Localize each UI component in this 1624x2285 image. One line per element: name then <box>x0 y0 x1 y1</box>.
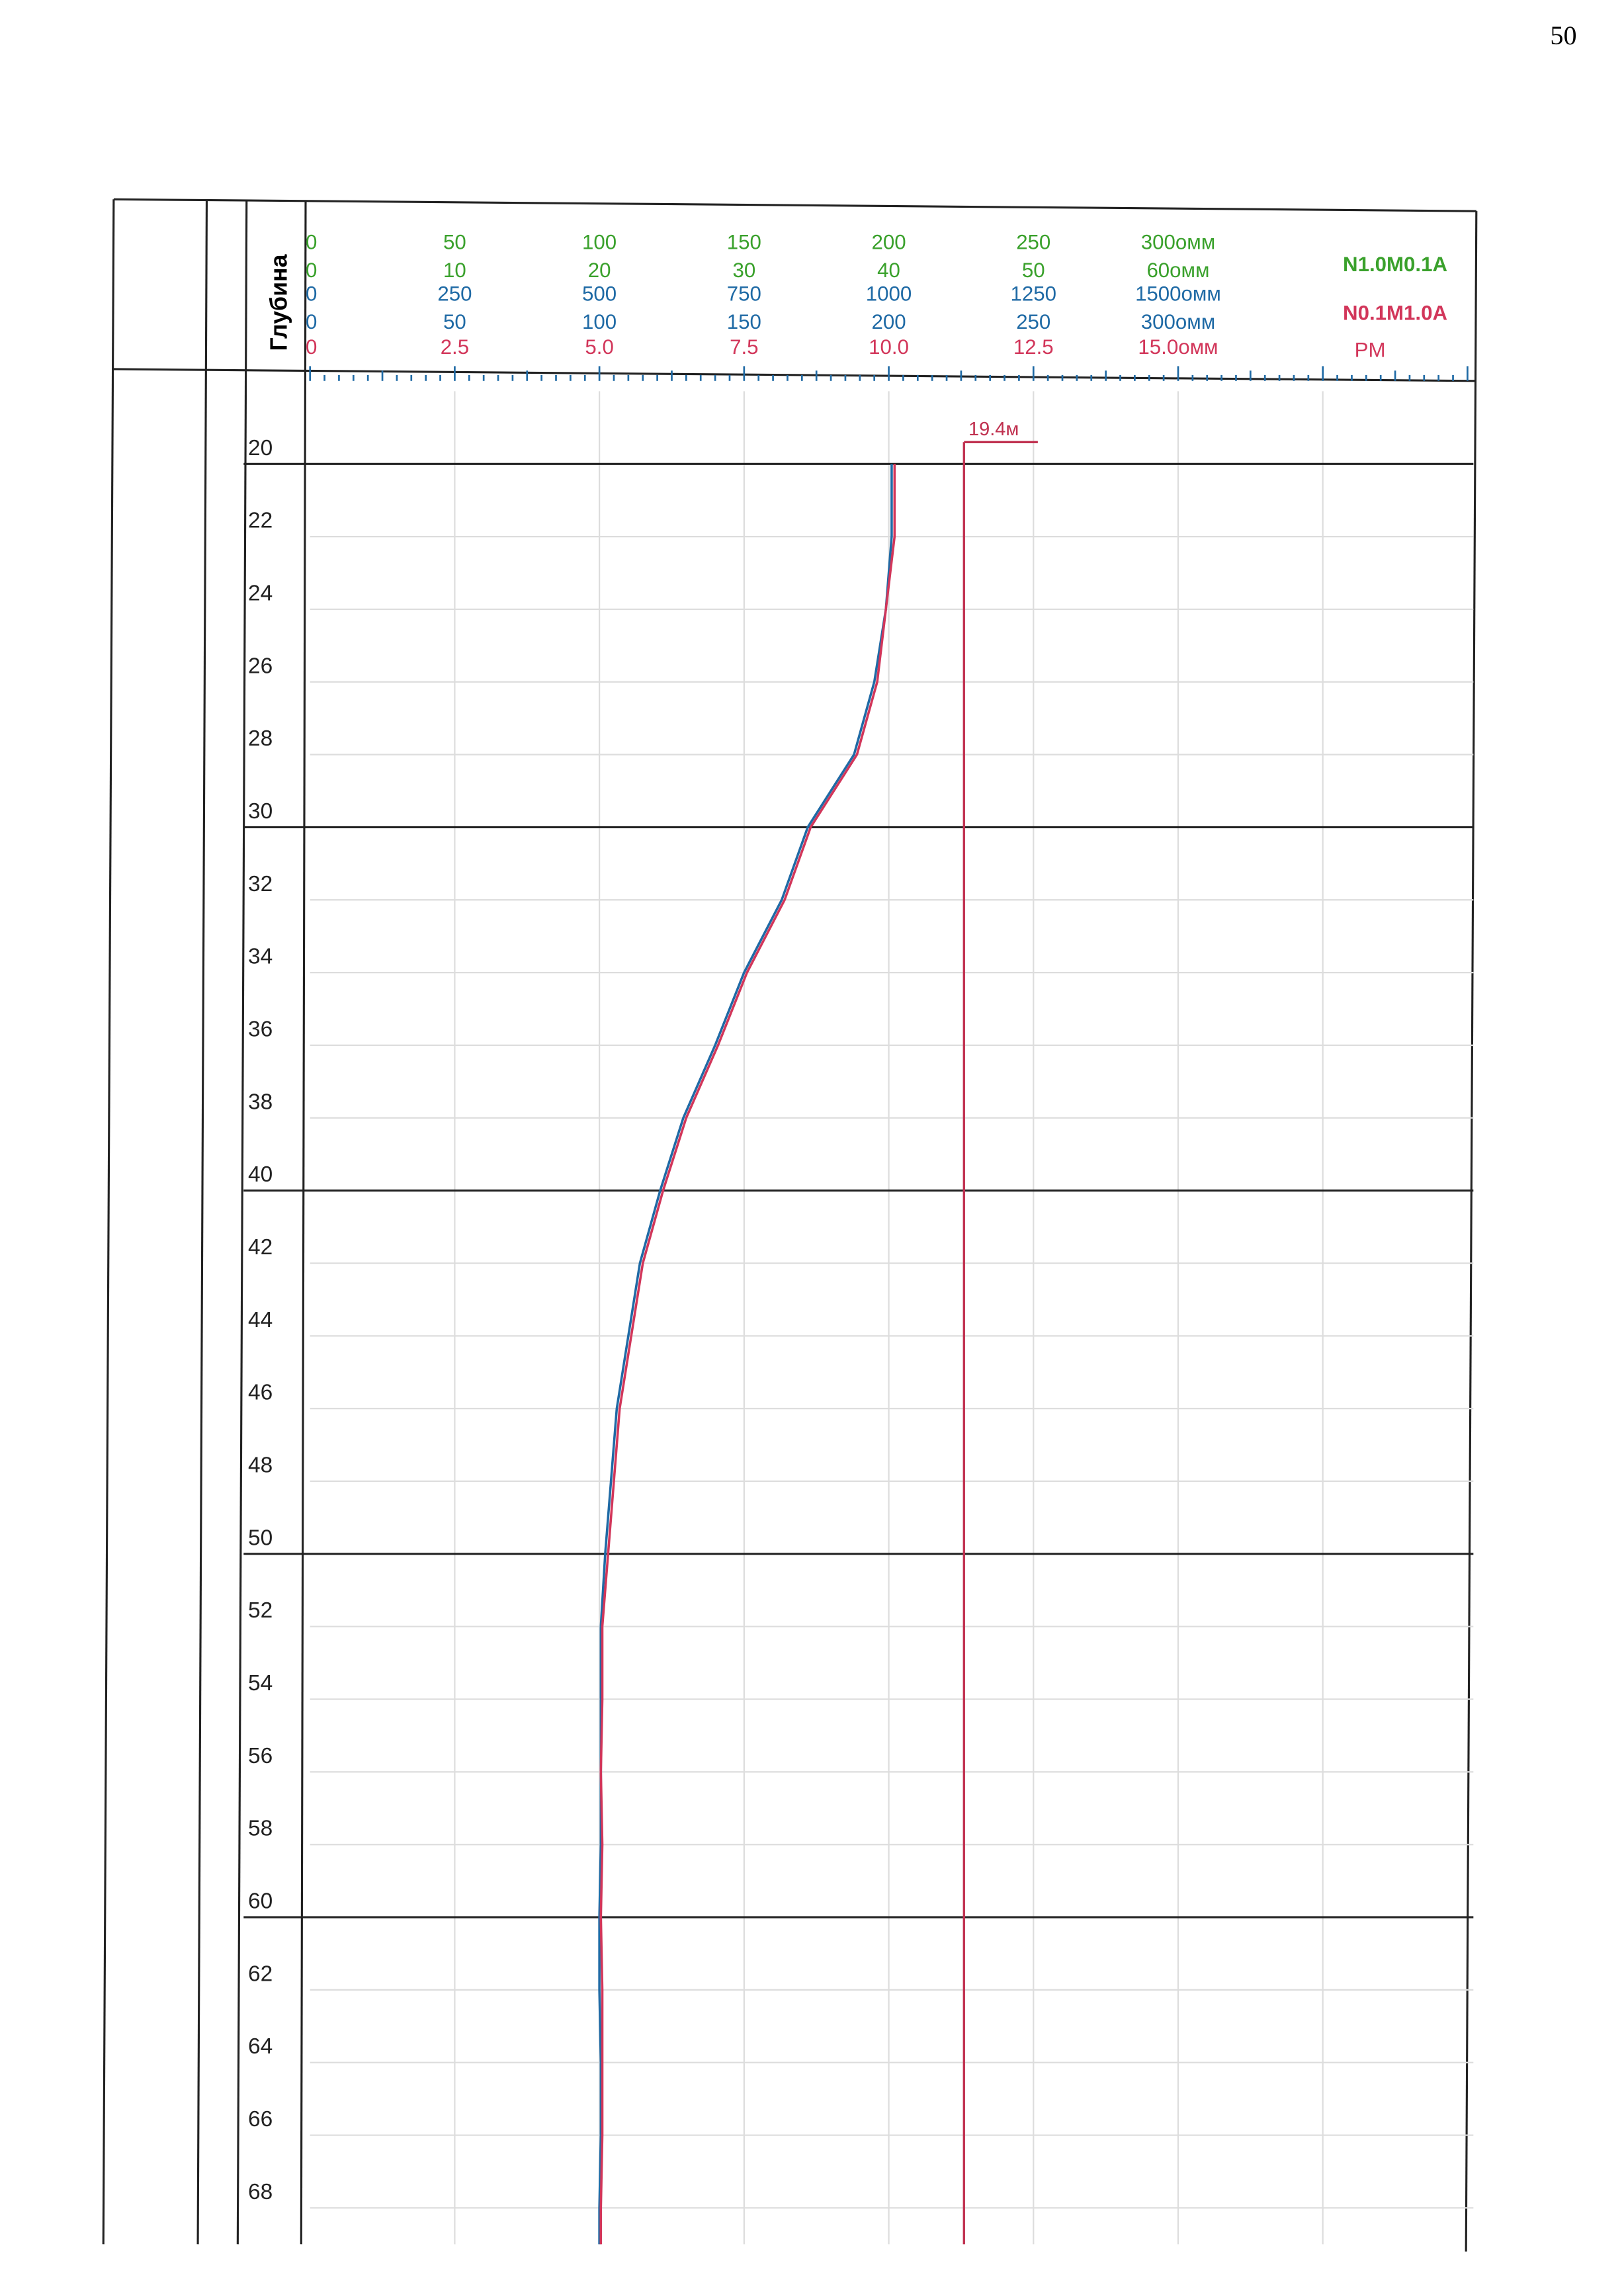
scale-label: 0 <box>306 310 317 333</box>
y-tick-label: 30 <box>248 799 273 824</box>
scale-label: 30 <box>732 259 755 282</box>
legend-label: PM <box>1355 338 1386 361</box>
scale-label: 50 <box>443 230 466 253</box>
scale-label: 300омм <box>1141 230 1215 253</box>
log-curve <box>598 464 893 2245</box>
legend-label: N1.0M0.1A <box>1343 253 1447 276</box>
scale-label: 60омм <box>1146 259 1209 282</box>
y-tick-label: 56 <box>248 1744 273 1768</box>
scale-label: 100 <box>582 310 617 333</box>
scale-label: 2.5 <box>441 335 469 359</box>
y-tick-label: 48 <box>248 1453 273 1478</box>
y-tick-label: 52 <box>248 1598 273 1623</box>
marker-label: 19.4м <box>968 419 1019 440</box>
scale-label: 200 <box>871 230 906 253</box>
y-tick-label: 24 <box>248 581 273 605</box>
scale-label: 1000 <box>866 282 912 306</box>
page-number: 50 <box>1550 21 1576 50</box>
scale-label: 200 <box>871 310 906 333</box>
y-tick-label: 42 <box>248 1235 273 1260</box>
scale-label: 50 <box>1022 259 1045 282</box>
legend-label: N0.1M1.0A <box>1343 302 1447 325</box>
scale-label: 1250 <box>1011 282 1056 306</box>
scale-label: 500 <box>582 282 617 306</box>
scale-label: 5.0 <box>585 335 613 359</box>
y-tick-label: 28 <box>248 726 273 751</box>
scale-label: 10 <box>443 259 466 282</box>
y-tick-label: 64 <box>248 2034 273 2059</box>
y-tick-label: 50 <box>248 1526 273 1550</box>
log-curve <box>599 464 896 2245</box>
y-tick-label: 54 <box>248 1671 273 1696</box>
scale-label: 0 <box>306 335 317 359</box>
y-tick-label: 60 <box>248 1889 273 1914</box>
scale-label: 1500омм <box>1135 282 1221 306</box>
scale-label: 12.5 <box>1013 335 1054 359</box>
scale-label: 15.0омм <box>1138 335 1218 359</box>
scale-label: 750 <box>727 282 761 306</box>
scale-label: 50 <box>443 310 466 333</box>
scale-label: 250 <box>1016 310 1050 333</box>
scale-label: 100 <box>582 230 617 253</box>
y-tick-label: 44 <box>248 1308 273 1332</box>
y-tick-label: 66 <box>248 2107 273 2132</box>
scale-label: 0 <box>306 282 317 306</box>
scale-label: 20 <box>588 259 611 282</box>
depth-label: Глубина <box>265 253 292 351</box>
scale-label: 0 <box>306 230 317 253</box>
y-tick-label: 38 <box>248 1090 273 1114</box>
scale-label: 150 <box>727 310 761 333</box>
y-tick-label: 20 <box>248 436 273 460</box>
y-tick-label: 46 <box>248 1381 273 1405</box>
scale-label: 7.5 <box>730 335 758 359</box>
scale-label: 250 <box>437 282 472 306</box>
scale-label: 300омм <box>1141 310 1215 333</box>
y-tick-label: 26 <box>248 654 273 678</box>
scale-label: 150 <box>727 230 761 253</box>
scale-label: 40 <box>877 259 900 282</box>
frame <box>102 198 1478 2252</box>
scale-label: 0 <box>306 259 317 282</box>
scale-label: 250 <box>1016 230 1050 253</box>
y-tick-label: 68 <box>248 2180 273 2204</box>
y-tick-label: 36 <box>248 1017 273 1041</box>
y-tick-label: 22 <box>248 509 273 533</box>
y-tick-label: 34 <box>248 945 273 969</box>
scale-label: 10.0 <box>869 335 909 359</box>
y-tick-label: 40 <box>248 1162 273 1187</box>
y-tick-label: 62 <box>248 1962 273 1986</box>
y-tick-label: 58 <box>248 1817 273 1841</box>
y-tick-label: 32 <box>248 872 273 896</box>
